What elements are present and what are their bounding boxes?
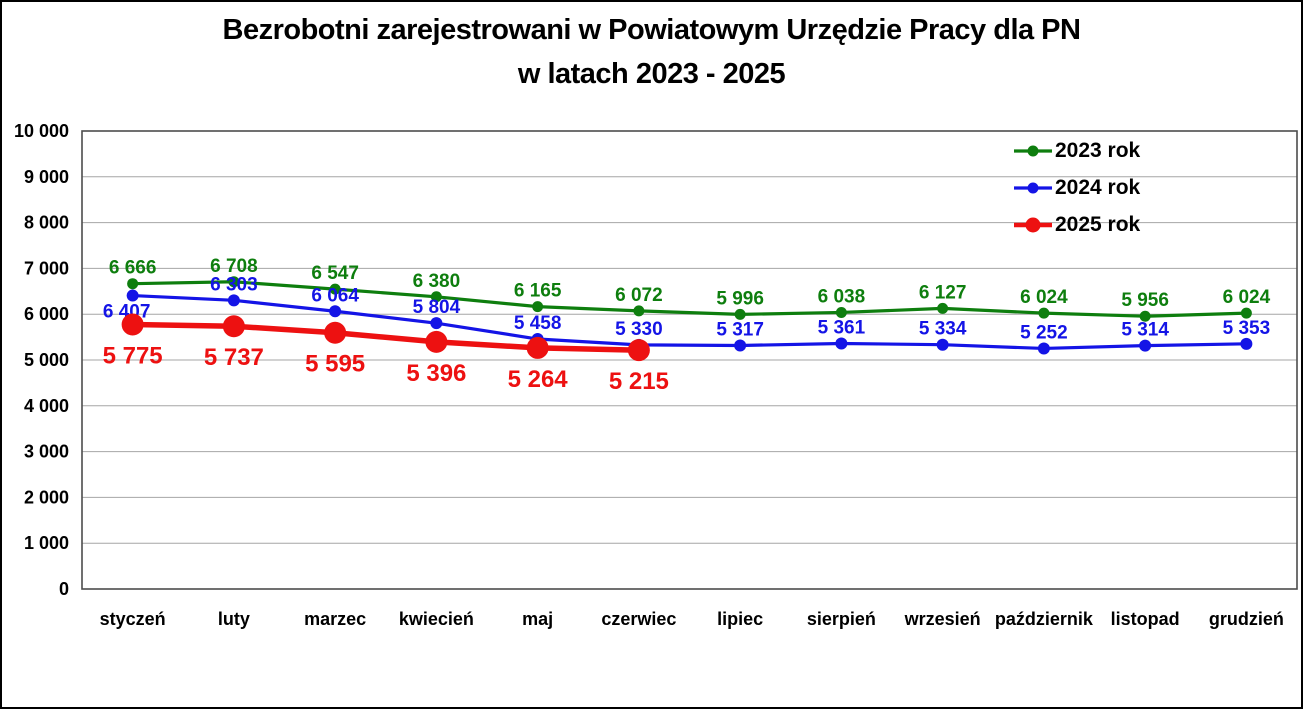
legend-label-2025: 2025 rok (1055, 212, 1141, 236)
data-point (532, 301, 544, 313)
data-label: 5 396 (406, 360, 466, 387)
y-axis-label: 1 000 (24, 533, 69, 553)
data-label: 5 956 (1121, 290, 1169, 311)
y-axis-label: 2 000 (24, 487, 69, 507)
y-axis-label: 6 000 (24, 304, 69, 324)
data-point (1038, 307, 1050, 319)
data-label: 5 264 (508, 366, 569, 393)
data-point (329, 305, 342, 318)
data-label: 6 380 (413, 271, 461, 292)
data-label: 6 064 (311, 285, 359, 306)
data-point (430, 291, 442, 303)
data-point (734, 308, 746, 320)
data-point (937, 302, 949, 314)
y-axis-label: 5 000 (24, 350, 69, 370)
series-line-2024-rok (132, 293, 1247, 351)
data-point (425, 330, 448, 353)
x-axis-label: czerwiec (601, 609, 676, 629)
y-axis-label: 3 000 (24, 442, 69, 462)
data-point (1139, 339, 1152, 352)
legend-marker-2025 (1014, 217, 1052, 232)
data-point (835, 306, 847, 318)
data-point (430, 317, 443, 330)
data-label: 6 303 (210, 274, 258, 295)
x-axis-label: luty (218, 609, 250, 629)
data-point (627, 339, 650, 362)
x-axis-label: październik (995, 609, 1094, 629)
data-label: 5 996 (716, 288, 764, 309)
x-axis-label: wrzesień (904, 609, 981, 629)
x-axis-label: sierpień (807, 609, 876, 629)
data-label: 6 127 (919, 282, 967, 303)
data-label: 6 666 (109, 258, 157, 279)
data-point (1139, 310, 1151, 322)
data-label: 6 024 (1020, 287, 1068, 308)
data-label: 5 458 (514, 313, 562, 334)
plot-border (81, 130, 1298, 590)
x-axis-label: styczeń (100, 609, 166, 629)
data-point (1240, 307, 1252, 319)
data-label: 6 165 (514, 281, 562, 302)
data-label: 5 737 (204, 344, 264, 371)
y-axis-label: 8 000 (24, 213, 69, 233)
y-axis-label: 7 000 (24, 258, 69, 278)
data-label: 5 334 (919, 319, 967, 340)
x-axis-label: grudzień (1209, 609, 1284, 629)
data-point (329, 283, 341, 295)
legend-marker-2024 (1014, 182, 1052, 193)
y-axis-label: 10 000 (14, 121, 69, 141)
x-axis-label: maj (522, 609, 553, 629)
x-axis-label: marzec (304, 609, 366, 629)
legend-item-2025: 2025 rok (1014, 206, 1140, 243)
x-axis-label: lipiec (717, 609, 763, 629)
data-point (324, 321, 347, 344)
chart-title-line1: Bezrobotni zarejestrowani w Powiatowym U… (222, 14, 1081, 46)
data-point (835, 337, 848, 350)
x-axis-label: kwiecień (399, 609, 474, 629)
series-line-2023-rok (132, 280, 1247, 318)
data-label: 6 072 (615, 285, 663, 306)
data-point (126, 289, 139, 302)
data-label: 5 595 (305, 351, 365, 378)
data-point (222, 315, 245, 338)
data-label: 6 708 (210, 256, 258, 277)
data-point (1037, 342, 1050, 355)
chart-title-line2: w latach 2023 - 2025 (517, 58, 786, 90)
legend-label-2024: 2024 rok (1055, 175, 1141, 199)
y-axis-label: 9 000 (24, 167, 69, 187)
data-label: 5 775 (103, 343, 163, 370)
data-point (936, 338, 949, 351)
legend-marker-2023 (1014, 145, 1052, 156)
legend-item-2023: 2023 rok (1014, 132, 1140, 169)
data-point (228, 276, 240, 288)
data-label: 5 317 (716, 319, 764, 340)
data-label: 6 024 (1223, 287, 1271, 308)
data-point (1240, 337, 1253, 350)
legend-label-2023: 2023 rok (1055, 138, 1141, 162)
data-point (227, 294, 240, 307)
data-label: 5 215 (609, 368, 669, 395)
data-label: 5 252 (1020, 322, 1068, 343)
data-label: 5 361 (818, 317, 866, 338)
data-label: 6 038 (818, 286, 866, 307)
x-axis-label: listopad (1111, 609, 1180, 629)
data-point (526, 336, 549, 359)
data-label: 5 314 (1121, 320, 1169, 341)
data-point (121, 313, 144, 336)
data-label: 5 804 (413, 297, 461, 318)
chart-title: Bezrobotni zarejestrowani w Powiatowym U… (2, 8, 1301, 96)
y-axis-label: 4 000 (24, 396, 69, 416)
data-label: 5 330 (615, 319, 663, 340)
data-point (127, 278, 139, 290)
data-label: 6 547 (311, 263, 359, 284)
data-label: 5 353 (1223, 318, 1271, 339)
data-point (633, 305, 645, 317)
series-line-2025-rok (132, 321, 639, 353)
legend: 2023 rok 2024 rok 2025 rok (1014, 132, 1140, 243)
data-point (734, 339, 747, 352)
legend-item-2024: 2024 rok (1014, 169, 1140, 206)
y-axis-label: 0 (59, 579, 69, 599)
